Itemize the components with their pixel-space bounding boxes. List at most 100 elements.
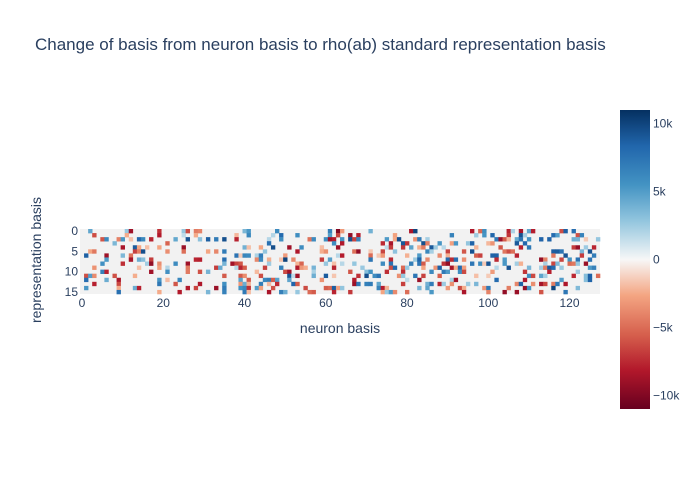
heatmap-cell bbox=[530, 273, 536, 279]
heatmap-cell bbox=[173, 261, 178, 266]
heatmap-cell bbox=[380, 285, 385, 291]
heatmap-cell bbox=[258, 253, 264, 258]
heatmap-cell bbox=[283, 253, 288, 258]
heatmap-cell bbox=[368, 257, 373, 262]
heatmap-cell bbox=[92, 273, 97, 279]
heatmap-cell bbox=[474, 253, 479, 258]
heatmap-cell bbox=[214, 237, 219, 242]
heatmap-cell bbox=[376, 273, 381, 279]
heatmap-cell bbox=[157, 265, 162, 270]
heatmap-cell bbox=[246, 277, 251, 283]
chart-title: Change of basis from neuron basis to rho… bbox=[35, 35, 606, 54]
heatmap-cell bbox=[331, 241, 337, 246]
heatmap-cell bbox=[327, 257, 333, 262]
heatmap-cell bbox=[417, 257, 422, 262]
heatmap-cell bbox=[279, 265, 284, 270]
heatmap-cell bbox=[311, 289, 316, 295]
heatmap-cell bbox=[120, 237, 125, 242]
heatmap-cell bbox=[348, 289, 353, 295]
heatmap-cell bbox=[551, 233, 556, 238]
heatmap-cell bbox=[514, 237, 520, 242]
heatmap-cell bbox=[506, 237, 511, 242]
heatmap-cell bbox=[571, 229, 576, 234]
heatmap-cell bbox=[323, 285, 329, 291]
heatmap-cell bbox=[421, 265, 426, 270]
heatmap-cell bbox=[413, 237, 418, 242]
heatmap-cell bbox=[307, 237, 312, 242]
heatmap-cell bbox=[376, 253, 381, 258]
heatmap-cell bbox=[197, 269, 203, 274]
heatmap-cell bbox=[287, 269, 292, 274]
heatmap-cell bbox=[246, 253, 251, 258]
heatmap-cell bbox=[461, 269, 467, 274]
heatmap-cell bbox=[307, 289, 312, 295]
heatmap-cell bbox=[165, 277, 170, 283]
heatmap-cell bbox=[234, 261, 239, 266]
x-tick-label: 120 bbox=[560, 296, 580, 310]
heatmap-cell bbox=[478, 229, 483, 234]
heatmap-cell bbox=[461, 265, 467, 270]
heatmap-cell bbox=[128, 229, 134, 234]
heatmap-cell bbox=[262, 277, 268, 283]
heatmap-cell bbox=[136, 265, 142, 270]
colorbar-tick-label: −5k bbox=[653, 320, 674, 334]
heatmap-cell bbox=[409, 261, 414, 266]
heatmap-cell bbox=[526, 245, 532, 250]
heatmap-cell bbox=[356, 249, 361, 254]
heatmap-cell bbox=[291, 257, 296, 262]
colorbar bbox=[620, 110, 650, 409]
heatmap-cell bbox=[185, 229, 190, 234]
heatmap-cell bbox=[136, 237, 142, 242]
heatmap-cell bbox=[319, 257, 325, 262]
heatmap-cell bbox=[579, 253, 585, 258]
heatmap-cell bbox=[502, 257, 507, 262]
heatmap-cell bbox=[441, 261, 446, 266]
heatmap-cell bbox=[522, 241, 528, 246]
heatmap-cell bbox=[270, 285, 276, 291]
heatmap-cell bbox=[575, 257, 580, 262]
y-axis-title: representation basis bbox=[28, 197, 44, 323]
heatmap-cell bbox=[559, 257, 564, 262]
heatmap-cell bbox=[124, 233, 130, 238]
heatmap-cell bbox=[575, 261, 580, 266]
heatmap-cell bbox=[405, 253, 410, 258]
heatmap-cell bbox=[396, 237, 402, 242]
heatmap-cell bbox=[222, 261, 227, 266]
heatmap-cell bbox=[275, 281, 280, 287]
heatmap-cell bbox=[136, 257, 142, 262]
heatmap-cell bbox=[112, 273, 117, 279]
heatmap-cell bbox=[522, 269, 528, 274]
heatmap-cell bbox=[331, 289, 337, 295]
heatmap-cell bbox=[242, 281, 247, 287]
heatmap-cell bbox=[266, 241, 272, 246]
heatmap-cell bbox=[575, 269, 580, 274]
heatmap-cell bbox=[327, 229, 333, 234]
heatmap-cell bbox=[441, 281, 446, 287]
heatmap-cell bbox=[266, 289, 272, 295]
heatmap-cell bbox=[555, 281, 560, 287]
heatmap-cell bbox=[157, 261, 162, 266]
heatmap-cell bbox=[413, 229, 418, 234]
heatmap-cell bbox=[242, 229, 247, 234]
heatmap-cell bbox=[400, 245, 406, 250]
heatmap-cell bbox=[165, 241, 170, 246]
heatmap-cell bbox=[181, 245, 186, 250]
heatmap-cell bbox=[116, 237, 121, 242]
heatmap-cell bbox=[331, 237, 337, 242]
heatmap-cell bbox=[384, 289, 390, 295]
heatmap-cell bbox=[425, 281, 430, 287]
heatmap-cell bbox=[453, 277, 459, 283]
heatmap-cell bbox=[116, 285, 121, 291]
heatmap-cell bbox=[449, 233, 455, 238]
heatmap-cell bbox=[323, 261, 329, 266]
heatmap-cell bbox=[502, 261, 507, 266]
heatmap-cell bbox=[494, 257, 499, 262]
heatmap-cell bbox=[222, 281, 227, 287]
heatmap-cell bbox=[498, 245, 503, 250]
heatmap-cell bbox=[429, 289, 434, 295]
heatmap-cell bbox=[254, 257, 260, 262]
heatmap-cell bbox=[441, 245, 446, 250]
heatmap-cell bbox=[173, 281, 178, 287]
heatmap-cell bbox=[490, 269, 495, 274]
heatmap-cell bbox=[266, 237, 272, 242]
